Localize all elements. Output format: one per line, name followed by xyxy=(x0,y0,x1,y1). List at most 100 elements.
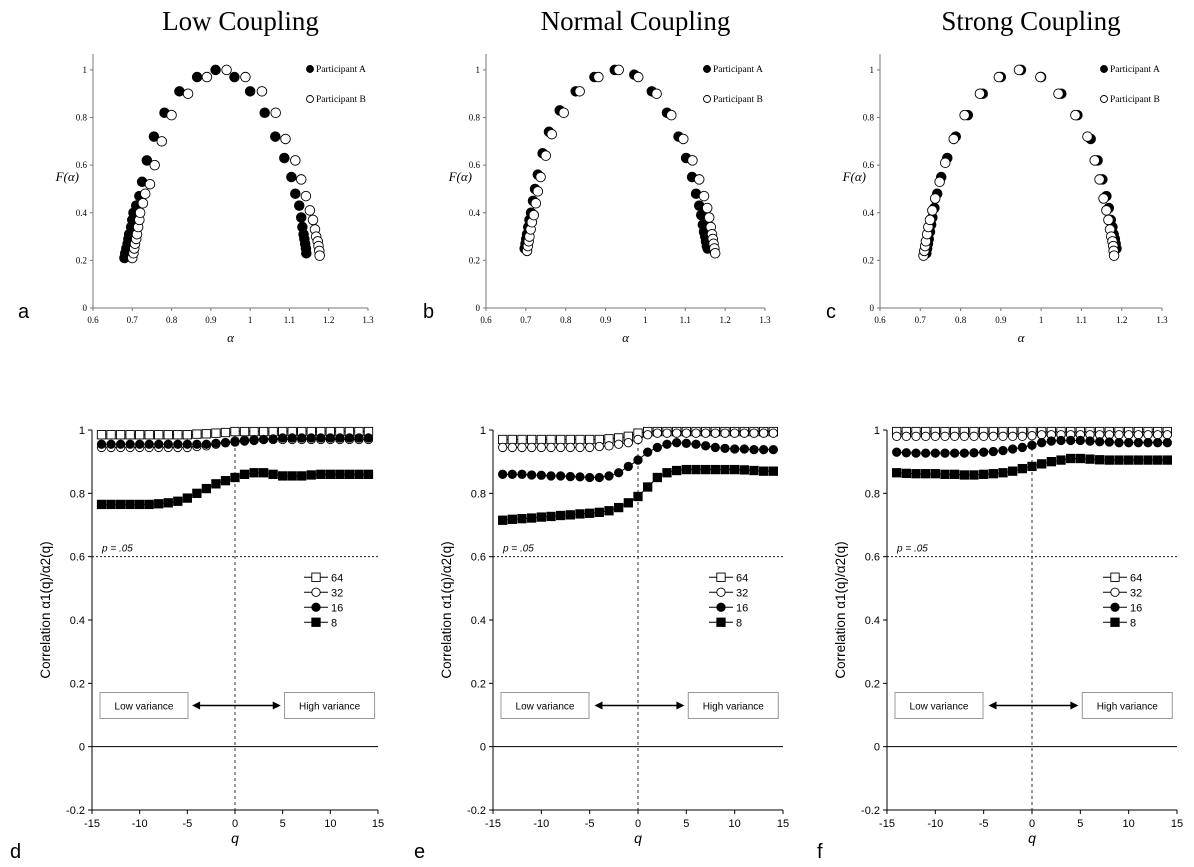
data-point-participant-a xyxy=(286,171,297,183)
data-point-8 xyxy=(249,468,259,478)
data-point-8 xyxy=(135,499,145,510)
data-point-64 xyxy=(249,426,259,437)
data-point-participant-b xyxy=(709,247,721,259)
data-point-64 xyxy=(230,426,240,437)
arrow-head-left xyxy=(594,701,603,710)
data-point-participant-b xyxy=(149,159,160,171)
panel-title: Low Coupling xyxy=(162,6,319,36)
data-point-participant-b xyxy=(934,176,945,188)
data-point-32 xyxy=(959,431,969,441)
data-point-8 xyxy=(354,469,364,479)
x-tick-label: 1.2 xyxy=(323,315,334,325)
y-tick-label: 0.2 xyxy=(471,678,486,690)
x-axis-label: q xyxy=(231,830,239,846)
x-tick-label: 0.6 xyxy=(480,315,492,325)
data-point-8 xyxy=(930,469,940,479)
data-point-16 xyxy=(575,472,585,482)
data-point-8 xyxy=(344,469,355,479)
data-point-participant-b xyxy=(134,207,146,219)
data-point-8 xyxy=(527,513,537,523)
data-point-32 xyxy=(911,431,921,441)
x-axis-label: α xyxy=(1018,330,1026,345)
data-point-8 xyxy=(701,464,711,475)
data-point-64 xyxy=(106,430,116,440)
data-point-32 xyxy=(681,428,691,438)
data-point-8 xyxy=(1027,461,1037,472)
data-point-16 xyxy=(623,461,633,472)
data-point-8 xyxy=(498,515,508,525)
data-point-8 xyxy=(192,488,202,498)
y-tick-label: 0.4 xyxy=(70,615,85,627)
data-point-16 xyxy=(950,448,960,458)
legend-marker xyxy=(1100,65,1108,73)
x-axis-label: α xyxy=(622,330,630,345)
y-tick-label: 1 xyxy=(870,65,875,75)
data-point-8 xyxy=(1056,455,1066,465)
data-point-32 xyxy=(507,442,517,453)
data-point-8 xyxy=(556,510,566,521)
x-tick-label: 10 xyxy=(729,818,741,830)
data-point-16 xyxy=(940,448,950,458)
data-point-participant-b xyxy=(295,174,307,185)
legend-marker xyxy=(716,587,726,597)
data-point-participant-b xyxy=(948,133,959,145)
data-point-16 xyxy=(115,439,126,449)
data-point-8 xyxy=(681,464,691,475)
x-tick-label: 1 xyxy=(643,315,648,325)
data-point-participant-a xyxy=(174,86,185,97)
data-point-32 xyxy=(1153,430,1163,440)
data-point-64 xyxy=(135,430,145,440)
legend-label: 8 xyxy=(1130,617,1136,629)
data-point-16 xyxy=(325,433,335,443)
data-point-participant-b xyxy=(687,155,698,166)
data-point-32 xyxy=(759,428,769,438)
data-point-16 xyxy=(1104,437,1114,447)
data-point-8 xyxy=(1037,459,1047,469)
data-point-participant-b xyxy=(240,71,251,83)
data-point-16 xyxy=(720,443,730,454)
legend-label: 16 xyxy=(331,602,343,614)
data-point-8 xyxy=(220,476,231,486)
data-point-64 xyxy=(201,429,212,439)
y-tick-label: 1 xyxy=(476,65,481,75)
legend-marker xyxy=(1110,587,1120,597)
data-point-64 xyxy=(536,434,546,445)
x-tick-label: 1.1 xyxy=(1076,315,1087,325)
panel-d: -0.2 0 0.2 0.4 0.6 0.8 1 -15 -10 -5 0 5 10 15 q Correla… xyxy=(10,425,384,863)
data-point-8 xyxy=(662,468,672,478)
high-variance-label: High variance xyxy=(703,702,765,713)
y-tick-label: 0.4 xyxy=(76,208,88,218)
data-point-16 xyxy=(739,444,749,454)
data-point-32 xyxy=(691,428,701,438)
data-point-16 xyxy=(498,469,508,479)
data-point-64 xyxy=(575,434,585,445)
data-point-16 xyxy=(106,439,116,449)
data-point-16 xyxy=(297,433,307,443)
data-point-8 xyxy=(507,514,517,524)
data-point-8 xyxy=(182,493,192,503)
legend-marker xyxy=(311,602,321,612)
data-point-8 xyxy=(363,469,374,479)
data-point-32 xyxy=(1162,430,1172,440)
data-point-16 xyxy=(988,446,998,457)
data-point-32 xyxy=(594,441,604,452)
y-tick-label: 0 xyxy=(476,303,481,313)
data-point-64 xyxy=(220,427,231,438)
y-tick-label: 0.8 xyxy=(471,488,486,500)
data-point-16 xyxy=(643,447,653,457)
data-point-participant-a xyxy=(290,188,301,199)
data-point-8 xyxy=(911,469,921,479)
y-tick-label: 0.2 xyxy=(865,678,880,690)
data-point-participant-b xyxy=(924,214,936,226)
legend-label: 32 xyxy=(1130,587,1142,599)
data-point-8 xyxy=(106,499,116,510)
x-tick-label: 1.3 xyxy=(1156,315,1168,325)
data-point-16 xyxy=(892,447,902,457)
y-axis-label: Correlation α1(q)/α2(q) xyxy=(439,541,454,678)
data-point-participant-b xyxy=(280,133,291,145)
data-point-64 xyxy=(192,429,202,439)
data-point-16 xyxy=(517,469,527,479)
p-threshold-label: p = .05 xyxy=(896,544,928,555)
y-tick-label: 0.6 xyxy=(865,552,880,564)
data-point-32 xyxy=(585,442,595,453)
